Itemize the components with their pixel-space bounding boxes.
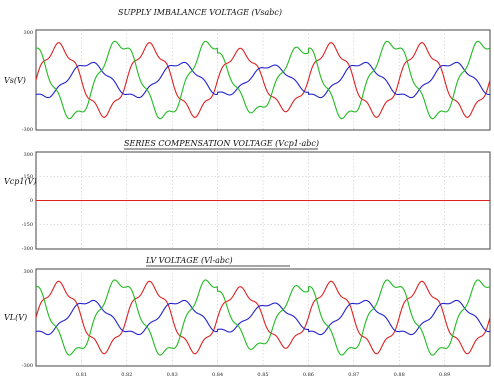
panel-lv-voltage: LV VOLTAGE (Vl-abc) VL(V) 300 -300 [4, 256, 491, 369]
ytick-150-comp: 150 [23, 174, 33, 180]
xtick-label: 0.89 [439, 372, 450, 378]
ylabel-supply-voltage: Vs(V) [4, 76, 26, 85]
series-line-3-1 [35, 280, 491, 355]
xtick-label: 0.85 [257, 372, 268, 378]
series-line-3-3 [35, 279, 491, 356]
title-lv-voltage: LV VOLTAGE (Vl-abc) [145, 256, 233, 265]
xtick-label: 0.88 [394, 372, 405, 378]
xtick-label: 0.87 [348, 372, 359, 378]
ytick-0-comp: 0 [30, 198, 33, 204]
ytick-neg300-lv: -300 [22, 363, 33, 369]
ytick-neg300-supply: -300 [22, 127, 33, 133]
ylabel-series-compensation: Vcp1(V) [4, 177, 37, 186]
series-line-1-3 [35, 40, 491, 120]
series-line-1-2 [35, 61, 491, 99]
ytick-300-lv: 300 [23, 269, 33, 275]
ytick-300-supply: 300 [23, 30, 33, 36]
xtick-label: 0.81 [76, 372, 87, 378]
title-series-compensation: SERIES COMPENSATION VOLTAGE (Vcp1-abc) [124, 139, 319, 148]
ylabel-lv-voltage: VL(V) [4, 313, 27, 322]
panel-supply-voltage: SUPPLY IMBALANCE VOLTAGE (Vsabc) Vs(V) 3… [4, 8, 491, 133]
xtick-label: 0.84 [212, 372, 223, 378]
xtick-label: 0.86 [303, 372, 314, 378]
plot-area-lv-voltage [35, 269, 491, 366]
plot-area-supply-voltage [35, 30, 491, 130]
xtick-label: 0.82 [121, 372, 132, 378]
ytick-300-comp: 300 [23, 152, 33, 158]
title-supply-voltage: SUPPLY IMBALANCE VOLTAGE (Vsabc) [118, 8, 282, 17]
xtick-label: 0.83 [167, 372, 178, 378]
series-line-3-2 [35, 299, 491, 336]
ytick-neg300-comp: -300 [22, 246, 33, 252]
x-axis-ticks: 0.81 0.82 0.83 0.84 0.85 0.86 0.87 0.88 0.89 [76, 372, 450, 378]
series-line-1-1 [35, 42, 491, 118]
ytick-neg150-comp: -150 [22, 222, 33, 228]
plot-area-series-compensation [36, 152, 490, 249]
panel-series-compensation: SERIES COMPENSATION VOLTAGE (Vcp1-abc) V… [4, 139, 491, 252]
